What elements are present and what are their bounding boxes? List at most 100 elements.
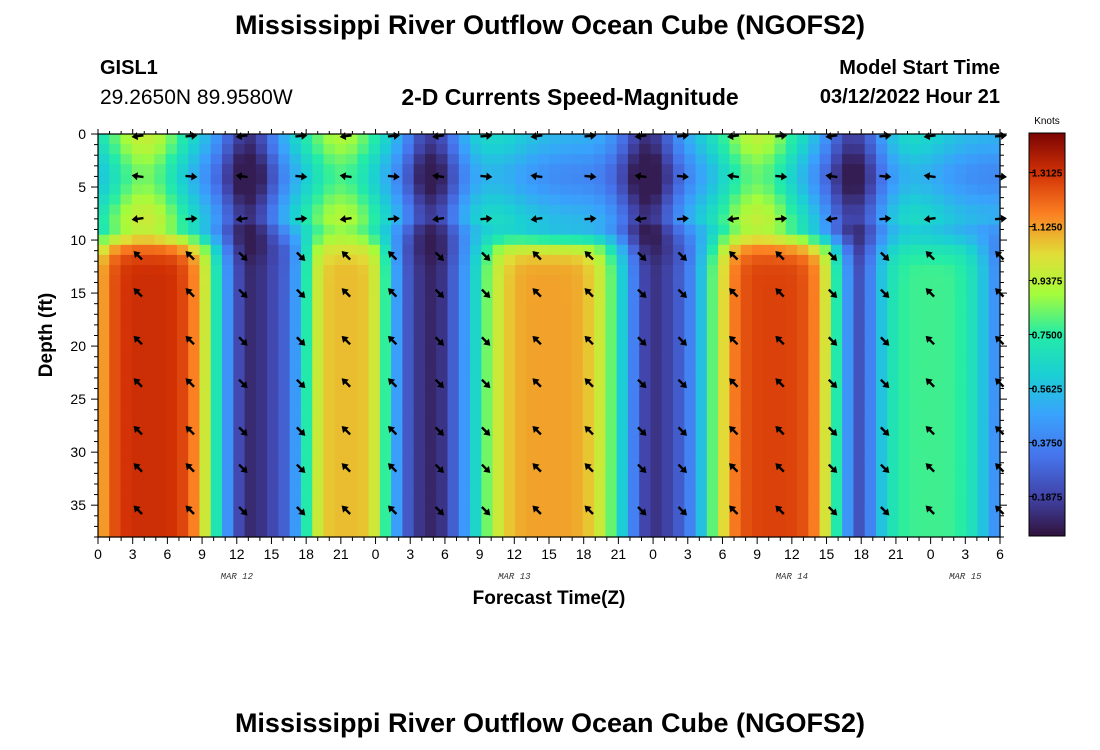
heatmap-cell xyxy=(391,315,404,327)
heatmap-cell xyxy=(368,295,381,306)
heatmap-cell xyxy=(255,134,268,145)
heatmap-cell xyxy=(943,295,956,306)
heatmap-cell xyxy=(165,234,178,246)
heatmap-cell xyxy=(909,516,922,528)
heatmap-cell xyxy=(188,174,201,185)
current-arrow xyxy=(238,506,248,516)
current-arrow xyxy=(729,425,739,436)
heatmap-cell xyxy=(402,295,415,306)
heatmap-cell xyxy=(312,466,325,478)
heatmap-cell xyxy=(977,355,990,367)
heatmap-cell xyxy=(571,355,584,367)
heatmap-cell xyxy=(966,466,979,478)
heatmap-cell xyxy=(481,315,494,327)
heatmap-cell xyxy=(346,436,358,447)
heatmap-cell xyxy=(627,224,640,236)
heatmap-cell xyxy=(346,406,358,417)
heatmap-cell xyxy=(808,516,821,528)
heatmap-cell xyxy=(109,446,122,457)
x-tick-label: 18 xyxy=(853,546,869,562)
heatmap-cell xyxy=(695,285,708,296)
heatmap-cell xyxy=(222,254,234,266)
heatmap-cell xyxy=(706,194,719,206)
heatmap-cell xyxy=(684,254,697,266)
heatmap-cell xyxy=(571,244,584,256)
heatmap-cell xyxy=(447,496,460,508)
heatmap-cell xyxy=(932,194,945,206)
heatmap-cell xyxy=(300,365,313,377)
current-arrow xyxy=(637,426,647,436)
heatmap-cell xyxy=(515,184,528,196)
heatmap-cell xyxy=(582,134,595,145)
heatmap-cell xyxy=(977,456,990,468)
heatmap-cell xyxy=(334,234,347,246)
heatmap-cell xyxy=(898,406,911,417)
heatmap-cell xyxy=(729,164,742,175)
current-arrow xyxy=(296,426,306,436)
heatmap-cell xyxy=(188,295,201,306)
date-labels: MAR 12 MAR 13 MAR 14 MAR 15 xyxy=(221,572,983,582)
heatmap-cell xyxy=(131,466,144,478)
heatmap-cell xyxy=(605,144,618,155)
heatmap-cell xyxy=(627,456,640,468)
heatmap-cell xyxy=(481,355,494,367)
heatmap-cell xyxy=(98,254,110,266)
heatmap-cell xyxy=(334,134,347,145)
heatmap-cell xyxy=(627,134,640,145)
heatmap-cell xyxy=(842,416,855,427)
heatmap-cell xyxy=(763,365,776,377)
heatmap-cell xyxy=(977,406,990,417)
heatmap-cell xyxy=(368,154,381,165)
heatmap-cell xyxy=(616,325,629,337)
heatmap-cell xyxy=(143,305,155,316)
heatmap-cell xyxy=(627,315,640,327)
heatmap-cell xyxy=(222,325,234,337)
heatmap-cell xyxy=(210,214,223,226)
heatmap-cell xyxy=(312,244,325,256)
heatmap-cell xyxy=(199,194,212,206)
heatmap-cell xyxy=(222,295,234,306)
heatmap-cell xyxy=(255,315,268,327)
heatmap-cell xyxy=(594,275,606,286)
heatmap-cell xyxy=(154,345,167,357)
heatmap-cell xyxy=(774,184,787,196)
heatmap-cell xyxy=(470,154,482,165)
heatmap-cell xyxy=(582,496,595,508)
heatmap-cell xyxy=(706,184,719,196)
heatmap-cell xyxy=(188,446,201,457)
heatmap-cell xyxy=(830,264,843,276)
heatmap-cell xyxy=(154,144,167,155)
heatmap-cell xyxy=(210,506,223,518)
heatmap-cell xyxy=(977,426,990,437)
heatmap-cell xyxy=(639,275,652,286)
heatmap-cell xyxy=(255,164,268,175)
heatmap-cell xyxy=(278,275,291,286)
heatmap-cell xyxy=(424,385,437,397)
heatmap-cell xyxy=(909,285,922,296)
heatmap-cell xyxy=(323,275,336,286)
heatmap-cell xyxy=(199,365,212,377)
heatmap-cell xyxy=(763,275,776,286)
heatmap-cell xyxy=(864,345,877,357)
heatmap-cell xyxy=(921,194,933,206)
heatmap-cell xyxy=(797,375,809,387)
heatmap-cell xyxy=(695,224,708,236)
heatmap-cell xyxy=(165,506,178,518)
heatmap-cell xyxy=(154,416,167,427)
heatmap-cell xyxy=(98,436,110,447)
heatmap-cell xyxy=(109,164,122,175)
heatmap-cell xyxy=(650,426,663,437)
heatmap-cell xyxy=(932,456,945,468)
heatmap-cell xyxy=(368,506,381,518)
heatmap-cell xyxy=(977,466,990,478)
heatmap-cell xyxy=(222,234,234,246)
heatmap-cell xyxy=(188,335,201,347)
heatmap-cell xyxy=(368,144,381,155)
heatmap-cell xyxy=(176,134,189,145)
heatmap-cell xyxy=(763,496,776,508)
heatmap-cell xyxy=(627,325,640,337)
heatmap-cell xyxy=(503,426,516,437)
heatmap-cell xyxy=(470,375,482,387)
heatmap-cell xyxy=(977,416,990,427)
heatmap-cell xyxy=(244,436,257,447)
